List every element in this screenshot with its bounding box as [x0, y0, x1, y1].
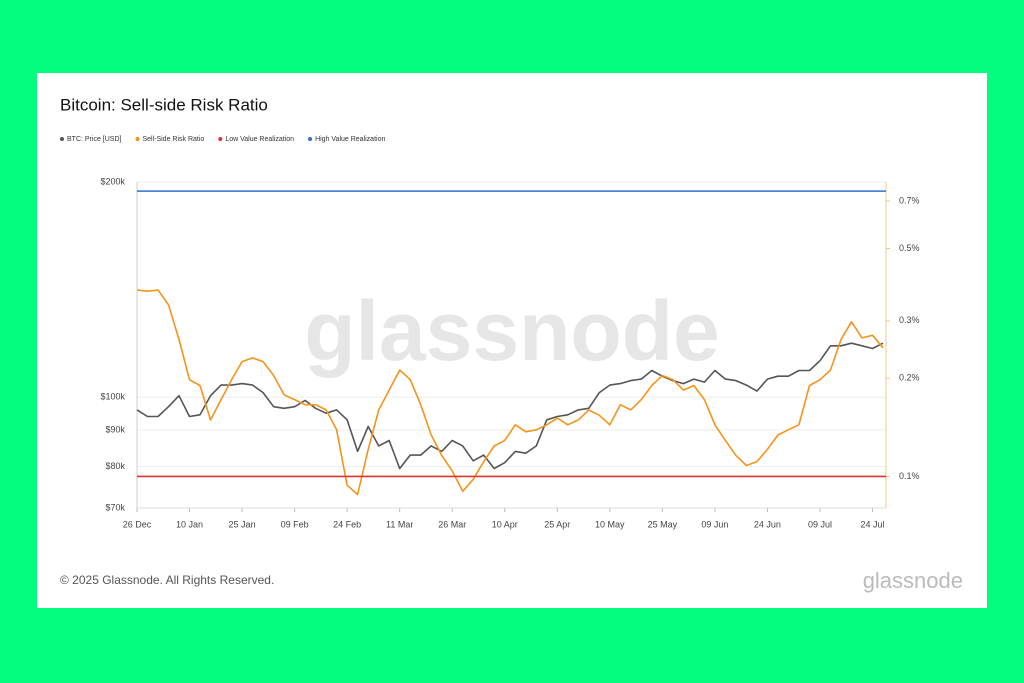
- x-tick-label: 09 Feb: [281, 519, 309, 529]
- legend-marker: [218, 137, 223, 141]
- y-tick-label: $100k: [100, 392, 125, 402]
- legend-marker: [135, 137, 140, 141]
- y2-tick-label: 0.5%: [899, 243, 920, 253]
- y-tick-label: $80k: [105, 461, 125, 471]
- x-tick-label: 24 Feb: [333, 519, 361, 529]
- logo: glassnode: [863, 568, 963, 593]
- x-tick-label: 24 Jul: [860, 519, 884, 529]
- x-tick-label: 09 Jun: [701, 519, 728, 529]
- y-tick-label: $200k: [100, 176, 125, 186]
- x-tick-label: 25 Apr: [544, 519, 570, 529]
- x-tick-label: 11 Mar: [386, 519, 413, 529]
- legend-marker: [60, 137, 64, 141]
- legend-label: Sell-Side Risk Ratio: [142, 136, 204, 143]
- legend-marker: [308, 137, 313, 141]
- y2-tick-label: 0.7%: [899, 195, 920, 205]
- x-tick-label: 10 Jan: [176, 519, 203, 529]
- legend-label: BTC: Price [USD]: [67, 136, 122, 143]
- legend-label: Low Value Realization: [225, 136, 294, 143]
- x-tick-label: 10 Apr: [492, 519, 518, 529]
- y2-tick-label: 0.1%: [899, 471, 920, 481]
- watermark: glassnode: [304, 284, 719, 378]
- y2-tick-label: 0.3%: [899, 315, 920, 325]
- y-tick-label: $90k: [105, 424, 125, 434]
- plot: $70k $80k $90k $100k $200k 0.1% 0.2% 0.3% 0.5% 0.…: [60, 136, 920, 529]
- legend-label: High Value Realization: [315, 136, 385, 143]
- x-tick-label: 25 May: [648, 519, 678, 529]
- chart-title: Bitcoin: Sell-side Risk Ratio: [60, 95, 268, 114]
- x-tick-label: 26 Mar: [438, 519, 466, 529]
- card: [37, 73, 987, 608]
- series-line: [136, 342, 884, 470]
- series-line: [136, 289, 884, 496]
- y-tick-label: $70k: [105, 502, 125, 512]
- footer: © 2025 Glassnode. All Rights Reserved.: [60, 573, 274, 587]
- x-tick-label: 10 May: [595, 519, 625, 529]
- y2-tick-label: 0.2%: [899, 373, 920, 383]
- x-tick-label: 26 Dec: [123, 519, 152, 529]
- x-tick-label: 09 Jul: [808, 519, 832, 529]
- x-tick-label: 24 Jun: [754, 519, 781, 529]
- x-tick-label: 25 Jan: [229, 519, 256, 529]
